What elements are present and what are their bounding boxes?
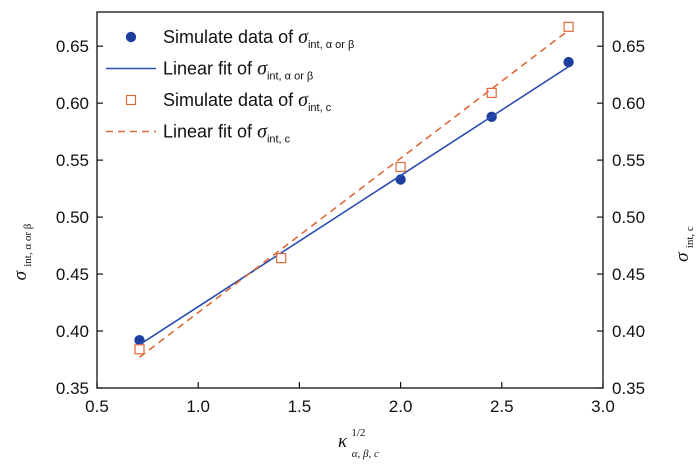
y-axis-left-label-symbol: σ xyxy=(10,270,31,280)
y-right-tick-label: 0.35 xyxy=(612,379,645,398)
y-right-tick-label: 0.65 xyxy=(612,37,645,56)
y-left-tick-label: 0.35 xyxy=(56,379,89,398)
y-left-tick-label: 0.55 xyxy=(56,151,89,170)
y-axis-right-label: σ int, c xyxy=(672,226,696,262)
x-axis-ticks: 0.5 1.0 1.5 2.0 2.5 3.0 xyxy=(85,382,615,416)
legend-label-text: Linear fit of xyxy=(163,59,257,79)
x-axis-label-symbol: κ xyxy=(338,431,348,452)
series-1-fit-line xyxy=(139,66,570,346)
x-axis-label-superscript: 1/2 xyxy=(351,427,365,439)
y-left-tick-label: 0.45 xyxy=(56,265,89,284)
legend-label-subscript: int, c xyxy=(267,134,291,146)
y-axis-left-ticks: 0.35 0.40 0.45 0.50 0.55 0.60 0.65 xyxy=(56,37,103,398)
y-left-tick-label: 0.40 xyxy=(56,322,89,341)
legend-label: Linear fit of σint, c xyxy=(163,121,291,146)
legend-label: Simulate data of σint, α or β xyxy=(163,26,354,51)
y-left-tick-label: 0.60 xyxy=(56,94,89,113)
x-axis-label-subscript: α, β, c xyxy=(352,448,379,460)
legend-label-subscript: int, c xyxy=(308,102,332,114)
y-axis-right-label-subscript: int, c xyxy=(684,226,696,248)
plot-border xyxy=(96,11,604,389)
y-axis-right-ticks: 0.35 0.40 0.45 0.50 0.55 0.60 0.65 xyxy=(597,37,645,398)
y-axis-right-label-symbol: σ xyxy=(672,252,693,262)
legend-label-text: Linear fit of xyxy=(163,122,257,142)
legend-label-symbol: σ xyxy=(257,58,268,80)
x-tick-label: 2.0 xyxy=(389,397,413,416)
y-right-tick-label: 0.40 xyxy=(612,322,645,341)
legend-label-symbol: σ xyxy=(257,121,268,143)
series-layer xyxy=(134,21,574,358)
series-2-point xyxy=(563,21,574,32)
y-right-tick-label: 0.50 xyxy=(612,208,645,227)
legend-label: Linear fit of σint, α or β xyxy=(163,58,313,83)
x-tick-label: 3.0 xyxy=(591,397,615,416)
x-tick-label: 0.5 xyxy=(85,397,109,416)
y-left-tick-label: 0.65 xyxy=(56,37,89,56)
series-2-point xyxy=(276,253,287,264)
legend-label-subscript: int, α or β xyxy=(267,71,313,83)
legend-label-symbol: σ xyxy=(298,26,309,48)
series-0-point xyxy=(563,56,574,68)
y-left-tick-label: 0.50 xyxy=(56,208,89,227)
x-axis-label: κ 1/2 α, β, c xyxy=(338,421,379,460)
legend-label: Simulate data of σint, c xyxy=(163,89,332,114)
y-axis-left-label-subscript: int, α or β xyxy=(22,223,34,267)
series-2-point xyxy=(134,344,145,355)
legend-label-symbol: σ xyxy=(298,89,309,111)
series-2-point xyxy=(395,161,406,173)
legend-circle-swatch xyxy=(125,31,137,43)
plot-frame xyxy=(96,11,604,389)
legend-label-text: Simulate data of xyxy=(163,27,298,47)
y-axis-left-label: σ int, α or β xyxy=(10,223,34,280)
legend-square-swatch xyxy=(125,94,137,106)
y-right-tick-label: 0.60 xyxy=(612,94,645,113)
legend-label-text: Simulate data of xyxy=(163,90,298,110)
x-tick-label: 1.5 xyxy=(288,397,312,416)
x-tick-label: 1.0 xyxy=(186,397,210,416)
series-3-fit-line xyxy=(139,29,570,358)
series-2-point xyxy=(486,87,497,98)
y-right-tick-label: 0.45 xyxy=(612,265,645,284)
legend-label-subscript: int, α or β xyxy=(308,39,354,51)
y-right-tick-label: 0.55 xyxy=(612,151,645,170)
x-tick-label: 2.5 xyxy=(490,397,514,416)
